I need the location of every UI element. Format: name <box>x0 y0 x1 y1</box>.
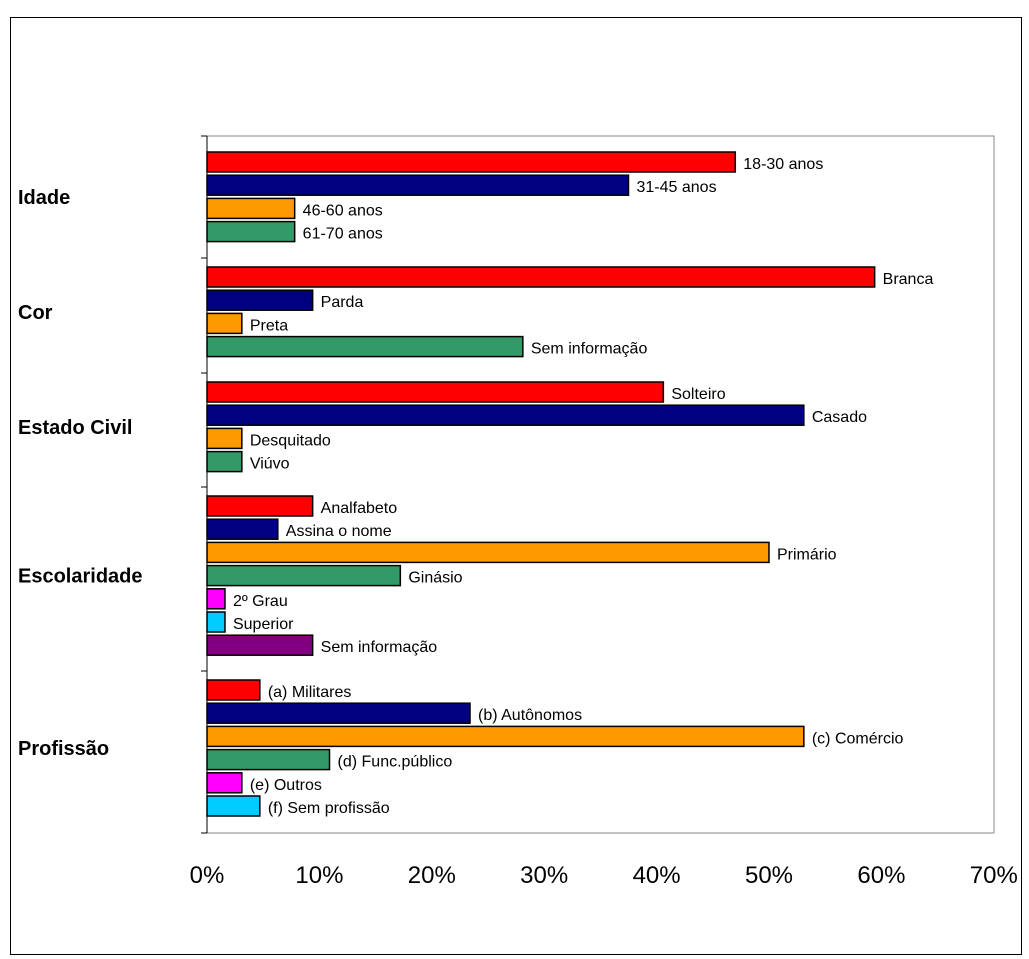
bar-estado-civil-casado <box>206 404 805 426</box>
bar-label-profissao-f-sem-profissao: (f) Sem profissão <box>268 800 390 817</box>
group-label-estado-civil: Estado Civil <box>18 417 132 439</box>
bar-label-estado-civil-casado: Casado <box>812 409 867 426</box>
x-axis-ticks: 0% 10% 20% 30% 40% 50% 60% 70% <box>190 862 1018 889</box>
y-axis <box>201 135 208 834</box>
bar-label-estado-civil-solteiro: Solteiro <box>671 386 725 403</box>
bar-label-cor-parda: Parda <box>321 294 364 311</box>
x-tick-label: 50% <box>745 862 793 889</box>
bar-estado-civil-desquitado <box>206 427 243 450</box>
bar-escolaridade-sem-informacao <box>206 634 314 656</box>
bar-idade-46-60-anos <box>206 197 296 220</box>
bar-estado-civil-solteiro <box>206 381 665 403</box>
bar-escolaridade-superior <box>206 611 226 633</box>
bar-profissao-c-comercio <box>206 725 805 748</box>
x-tick-label: 10% <box>295 862 343 889</box>
x-tick-label: 30% <box>520 862 568 889</box>
bar-profissao-d-func-publico <box>206 748 331 771</box>
bar-escolaridade-assina-o-nome <box>206 518 279 540</box>
bar-label-escolaridade-2-grau: 2º Grau <box>233 593 288 610</box>
bar-profissao-f-sem-profissao <box>206 795 261 817</box>
bar-label-escolaridade-ginasio: Ginásio <box>408 570 462 587</box>
bar-label-escolaridade-assina-o-nome: Assina o nome <box>286 523 392 540</box>
bar-escolaridade-primario <box>206 541 770 564</box>
bars: Idade 18-30 anos 31-45 anos 46-60 anos 61-70… <box>18 151 934 817</box>
bar-cor-sem-informacao <box>206 335 524 358</box>
bar-cor-branca <box>206 266 876 288</box>
bar-label-escolaridade-superior: Superior <box>233 616 294 633</box>
bar-idade-31-45-anos <box>206 174 630 196</box>
group-label-idade: Idade <box>18 187 70 209</box>
bar-label-idade-61-70-anos: 61-70 anos <box>303 226 383 243</box>
bar-idade-18-30-anos <box>206 151 737 173</box>
bar-label-cor-branca: Branca <box>883 271 934 288</box>
bar-label-profissao-a-militares: (a) Militares <box>268 684 352 701</box>
x-tick-label: 20% <box>408 862 456 889</box>
bar-label-escolaridade-analfabeto: Analfabeto <box>321 500 398 517</box>
bar-escolaridade-analfabeto <box>206 495 314 517</box>
x-tick-label: 70% <box>970 862 1018 889</box>
bar-label-cor-preta: Preta <box>250 317 288 334</box>
bar-idade-61-70-anos <box>206 220 296 243</box>
group-label-cor: Cor <box>18 302 53 324</box>
x-tick-label: 60% <box>857 862 905 889</box>
bar-label-idade-31-45-anos: 31-45 anos <box>637 179 717 196</box>
bar-label-idade-18-30-anos: 18-30 anos <box>743 156 823 173</box>
x-tick-label: 40% <box>633 862 681 889</box>
bar-profissao-a-militares <box>206 679 261 701</box>
bar-escolaridade-ginasio <box>206 564 402 587</box>
bar-label-idade-46-60-anos: 46-60 anos <box>303 202 383 219</box>
bar-label-estado-civil-desquitado: Desquitado <box>250 432 331 449</box>
bar-label-escolaridade-sem-informacao: Sem informação <box>321 639 438 656</box>
bar-profissao-b-autonomos <box>206 702 471 724</box>
bar-label-profissao-d-func-publico: (d) Func.público <box>338 754 453 771</box>
bar-cor-parda <box>206 289 314 311</box>
bar-label-profissao-c-comercio: (c) Comércio <box>812 730 904 747</box>
chart-frame <box>10 17 1022 955</box>
bar-estado-civil-viuvo <box>206 450 243 473</box>
bar-label-estado-civil-viuvo: Viúvo <box>250 456 290 473</box>
bar-label-profissao-e-outros: (e) Outros <box>250 777 322 794</box>
bar-label-profissao-b-autonomos: (b) Autônomos <box>478 707 582 724</box>
x-tick-label: 0% <box>190 862 225 889</box>
bar-label-cor-sem-informacao: Sem informação <box>531 341 648 358</box>
bar-label-escolaridade-primario: Primário <box>777 546 837 563</box>
bar-escolaridade-2-grau <box>206 588 226 610</box>
bar-cor-preta <box>206 312 243 335</box>
group-label-profissao: Profissão <box>18 738 109 760</box>
group-label-escolaridade: Escolaridade <box>18 566 143 588</box>
bar-profissao-e-outros <box>206 772 243 794</box>
